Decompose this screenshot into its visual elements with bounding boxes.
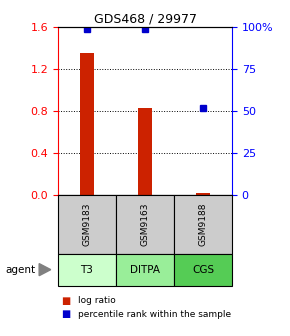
Text: percentile rank within the sample: percentile rank within the sample [78, 310, 231, 319]
Bar [196, 193, 210, 195]
Text: GSM9183: GSM9183 [82, 203, 92, 246]
Title: GDS468 / 29977: GDS468 / 29977 [93, 13, 197, 26]
Text: ■: ■ [61, 309, 70, 319]
Text: GSM9188: GSM9188 [198, 203, 208, 246]
Text: GSM9163: GSM9163 [140, 203, 150, 246]
Text: ■: ■ [61, 296, 70, 306]
Bar [138, 108, 152, 195]
Text: CGS: CGS [192, 265, 214, 275]
Text: agent: agent [6, 265, 36, 275]
Bar [80, 53, 94, 195]
Text: T3: T3 [81, 265, 93, 275]
Text: DITPA: DITPA [130, 265, 160, 275]
Text: log ratio: log ratio [78, 296, 116, 305]
